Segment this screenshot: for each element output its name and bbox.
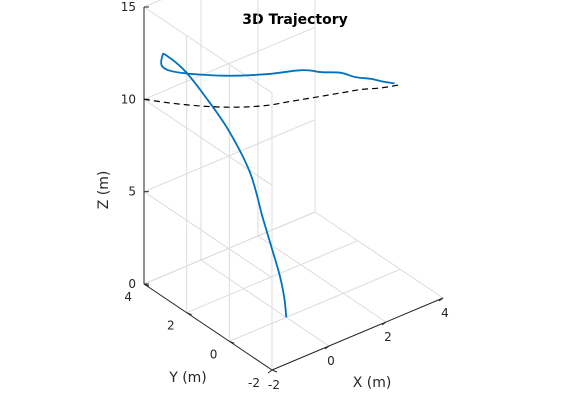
x-tick-mark: [324, 345, 330, 350]
x-tick-mark: [438, 297, 444, 302]
y-tick-label: 0: [210, 347, 218, 361]
grid-line-floor-x: [257, 235, 387, 323]
x-tick-label: 4: [441, 306, 449, 320]
z-tick-label: 15: [121, 0, 136, 14]
y-tick-label: 2: [167, 319, 175, 333]
z-tick-label: 5: [128, 185, 136, 199]
grid-line-sidewall-z: [143, 6, 273, 94]
chart-title: 3D Trajectory: [242, 12, 348, 28]
y-tick-mark: [186, 312, 192, 316]
y-tick-mark: [271, 369, 278, 373]
grid-line-floor-y: [186, 240, 358, 314]
y-axis-label: Y (m): [168, 370, 207, 386]
y-tick-label: 4: [124, 290, 132, 304]
x-tick-label: -2: [268, 378, 280, 392]
y-tick-mark: [229, 340, 235, 344]
grid-line-backwall-z: [143, 0, 162, 8]
z-tick-label: 10: [121, 92, 136, 106]
series-layer: [143, 52, 401, 318]
grid-line-backwall-z: [143, 211, 316, 285]
grid-line-backwall-z: [143, 119, 316, 193]
y-axis-line: [143, 283, 273, 371]
grid-line-floor-y: [229, 268, 401, 342]
x-axis-line: [271, 297, 444, 371]
x-tick-mark: [267, 369, 273, 374]
x-tick-mark: [381, 321, 387, 326]
x-axis-label: X (m): [353, 375, 392, 391]
z-tick-label: 0: [128, 277, 136, 291]
reference-path-line: [143, 84, 401, 108]
trajectory-line: [160, 52, 395, 318]
x-tick-label: 0: [327, 354, 335, 368]
grid-line-floor-x: [314, 211, 444, 299]
y-tick-label: -2: [248, 376, 260, 390]
grid-line-sidewall-z: [143, 98, 273, 186]
grid-line-backwall-z: [143, 26, 316, 100]
z-axis-label: Z (m): [96, 171, 112, 210]
x-tick-label: 2: [384, 330, 392, 344]
grid-line-floor-x: [200, 259, 330, 347]
axes-layer: [143, 6, 444, 374]
grid-line-sidewall-z: [143, 191, 273, 279]
